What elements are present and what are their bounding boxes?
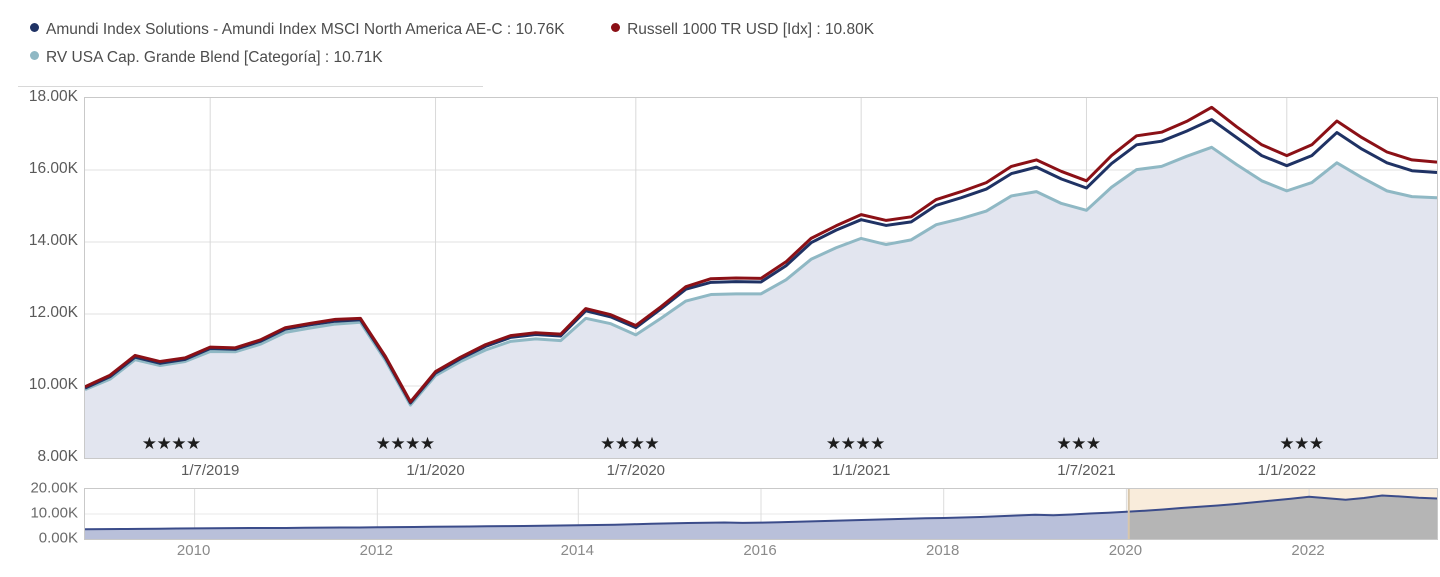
legend-row-2: RV USA Cap. Grande Blend [Categoría] : 1… bbox=[30, 44, 1440, 72]
star-rating: ★★★★ bbox=[825, 434, 885, 453]
legend-divider bbox=[18, 86, 483, 87]
navigator-plot[interactable] bbox=[84, 488, 1438, 540]
series-dot-icon bbox=[30, 51, 39, 60]
y-axis-tick-label: 14.00K bbox=[28, 232, 78, 249]
navigator-y-tick-label: 0.00K bbox=[38, 529, 78, 547]
navigator-x-tick-label: 2016 bbox=[743, 542, 777, 559]
legend-item-russell[interactable]: Russell 1000 TR USD [Idx] : 10.80K bbox=[611, 16, 874, 44]
legend-item-category[interactable]: RV USA Cap. Grande Blend [Categoría] : 1… bbox=[30, 44, 383, 72]
navigator-x-axis: 2010 2012 2014 2016 2018 2020 2022 bbox=[84, 542, 1438, 564]
navigator-x-tick-label: 2012 bbox=[359, 542, 393, 559]
y-axis-tick-label: 16.00K bbox=[28, 160, 78, 177]
star-rating: ★★★ bbox=[1279, 434, 1324, 453]
navigator-y-tick-label: 20.00K bbox=[30, 479, 78, 497]
star-rating: ★★★★ bbox=[600, 434, 660, 453]
series-line bbox=[85, 145, 1437, 407]
navigator-x-tick-label: 2022 bbox=[1291, 542, 1325, 559]
chart-legend: Amundi Index Solutions - Amundi Index MS… bbox=[0, 0, 1440, 86]
navigator-x-tick-label: 2018 bbox=[926, 542, 960, 559]
navigator-y-axis: 20.00K 10.00K 0.00K bbox=[0, 480, 78, 547]
star-rating: ★★★ bbox=[1056, 434, 1101, 453]
legend-label-russell: Russell 1000 TR USD [Idx] : 10.80K bbox=[627, 21, 875, 38]
series-area-fill bbox=[85, 147, 1437, 458]
growth-chart: 18.00K 16.00K 14.00K 12.00K 10.00K 8.00K 1/7/… bbox=[0, 88, 1440, 483]
x-axis-tick-label: 1/1/2021 bbox=[831, 462, 891, 479]
x-axis-tick-label: 1/7/2019 bbox=[180, 462, 240, 479]
y-axis-tick-label: 12.00K bbox=[28, 304, 78, 321]
y-axis-tick-label: 10.00K bbox=[28, 376, 78, 393]
plot-area[interactable] bbox=[84, 97, 1438, 459]
navigator-series bbox=[85, 489, 1437, 539]
x-axis-tick-label: 1/1/2020 bbox=[406, 462, 465, 479]
legend-row-1: Amundi Index Solutions - Amundi Index MS… bbox=[30, 16, 1440, 44]
navigator-y-tick-label: 10.00K bbox=[30, 504, 78, 522]
legend-item-amundi[interactable]: Amundi Index Solutions - Amundi Index MS… bbox=[30, 16, 565, 44]
series-dot-icon bbox=[30, 23, 39, 32]
y-axis-tick-label: 18.00K bbox=[28, 88, 78, 105]
series-dot-icon bbox=[611, 23, 621, 32]
x-axis: 1/7/2019 1/1/2020 1/7/2020 1/1/2021 1/7/2021… bbox=[84, 462, 1438, 484]
star-rating: ★★★★ bbox=[375, 434, 435, 453]
series-plot bbox=[85, 98, 1437, 458]
navigator-series-line bbox=[85, 494, 1437, 531]
series-line bbox=[85, 105, 1437, 404]
legend-label-amundi: Amundi Index Solutions - Amundi Index MS… bbox=[46, 21, 565, 38]
legend-label-category: RV USA Cap. Grande Blend [Categoría] : 1… bbox=[46, 49, 383, 66]
range-navigator[interactable]: 20.00K 10.00K 0.00K 2010 2012 2014 2016 2018 20… bbox=[0, 480, 1440, 577]
navigator-x-tick-label: 2014 bbox=[560, 542, 594, 559]
navigator-x-tick-label: 2010 bbox=[176, 542, 211, 559]
navigator-x-tick-label: 2020 bbox=[1108, 542, 1143, 559]
star-rating: ★★★★ bbox=[141, 434, 201, 453]
y-axis: 18.00K 16.00K 14.00K 12.00K 10.00K 8.00K bbox=[0, 88, 78, 465]
x-axis-tick-label: 1/7/2020 bbox=[606, 462, 666, 479]
x-axis-tick-label: 1/1/2022 bbox=[1257, 462, 1316, 479]
y-axis-tick-label: 8.00K bbox=[37, 448, 78, 465]
x-axis-tick-label: 1/7/2021 bbox=[1057, 462, 1116, 479]
